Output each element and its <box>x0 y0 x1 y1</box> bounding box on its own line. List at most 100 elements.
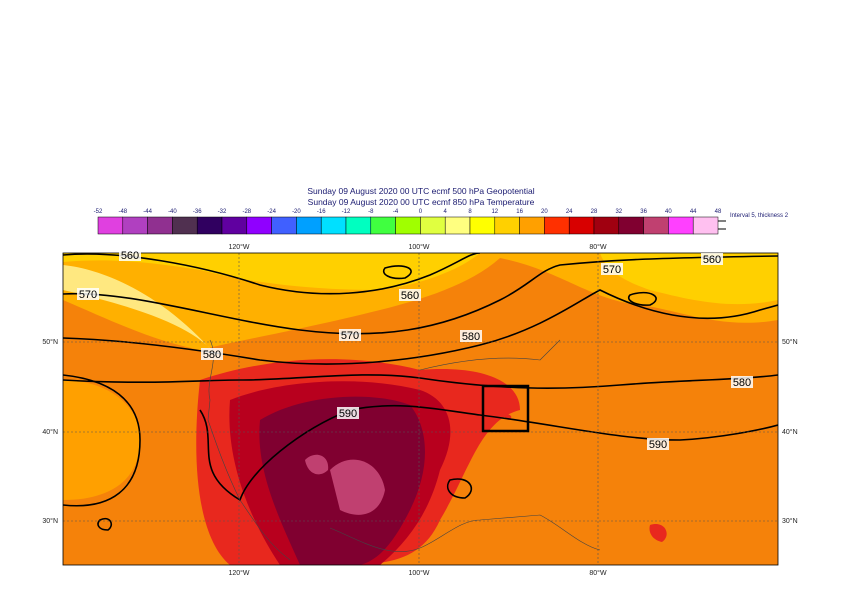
highlight-box <box>481 384 530 433</box>
colorbar-tick-label: -16 <box>317 209 326 215</box>
colorbar-swatch <box>271 216 297 235</box>
contour-label: 560 <box>401 290 419 302</box>
colorbar: -52 -48 -44 -40 -36 -32 -28 -24 -20 -16 -12 -8 -4 0 4 8… <box>94 209 722 235</box>
field <box>63 380 140 500</box>
contours <box>63 253 778 531</box>
colorbar-tick-label: 44 <box>690 209 697 215</box>
colorbar-arrow <box>718 220 726 230</box>
contour-label-bg <box>201 348 223 360</box>
colorbar-tick-label: 0 <box>419 209 423 215</box>
field <box>502 414 667 542</box>
colorbar-tick-label: -44 <box>143 209 152 215</box>
colorbar-swatch <box>494 216 520 235</box>
lat-label: 30°N <box>782 517 798 525</box>
colorbar-swatch <box>370 216 396 235</box>
colorbar-tick-label: 8 <box>468 209 472 215</box>
colorbar-tick-label: 20 <box>541 209 548 215</box>
colorbar-swatch <box>618 216 644 235</box>
colorbar-swatch <box>246 216 272 235</box>
contour-label-bg <box>701 253 723 265</box>
contour-label-bg <box>601 263 623 275</box>
colorbar-tick-label: -8 <box>368 209 374 215</box>
colorbar-swatch <box>593 216 620 235</box>
colorbar-tick-label: -36 <box>193 209 202 215</box>
colorbar-tick-label: -48 <box>118 209 127 215</box>
contour-label-bg <box>399 289 421 301</box>
contour-label: 590 <box>339 408 357 420</box>
colorbar-tick-label: -40 <box>168 209 177 215</box>
coastline <box>207 339 601 561</box>
colorbar-swatch <box>519 216 545 235</box>
contour-label: 570 <box>79 289 97 301</box>
contour-label: 560 <box>703 254 721 266</box>
lat-label: 40°N <box>42 428 58 436</box>
contour-label: 590 <box>649 439 667 451</box>
field <box>305 454 385 515</box>
colorbar-swatch <box>692 216 719 235</box>
contour-label-bg <box>339 329 361 341</box>
contour-label: 570 <box>341 330 359 342</box>
colorbar-tick-label: 32 <box>615 209 622 215</box>
colorbar-swatch <box>395 216 421 235</box>
colorbar-tick-label: 28 <box>591 209 598 215</box>
colorbar-tick-label: 40 <box>665 209 672 215</box>
colorbar-tick-label: 16 <box>516 209 523 215</box>
title-line: Sunday 09 August 2020 00 UTC ecmf 500 hP… <box>307 186 534 196</box>
map <box>63 253 778 565</box>
contour-label-bg <box>337 407 359 419</box>
colorbar-swatch <box>97 216 124 235</box>
lat-label: 40°N <box>782 428 798 436</box>
colorbar-swatch <box>320 216 347 235</box>
contour-label-bg <box>77 288 99 300</box>
colorbar-tick-label: 12 <box>491 209 498 215</box>
contour-label-bg <box>647 438 669 450</box>
colorbar-swatch <box>147 216 173 235</box>
colorbar-swatch <box>544 216 570 235</box>
contour-label-bg <box>731 376 753 388</box>
colorbar-swatch <box>122 216 148 235</box>
colorbar-swatch <box>296 216 322 235</box>
field <box>63 265 220 360</box>
field <box>600 253 778 305</box>
contour-label: 580 <box>733 377 751 389</box>
labels: 120°W 120°W 100°W 100°W 80°W 80°W 50°N 50°N 40°N… <box>42 243 797 577</box>
colorbar-swatch <box>172 216 198 235</box>
contour-label-bg <box>460 330 482 342</box>
colorbar-tick-label: -20 <box>292 209 301 215</box>
colorbar-swatch <box>643 216 669 235</box>
lon-label: 80°W <box>589 569 607 577</box>
colorbar-swatch <box>196 216 223 235</box>
colorbar-tick-label: -12 <box>342 209 351 215</box>
contour-note: Interval 5, thickness 2 <box>730 213 789 219</box>
colorbar-tick-label: 36 <box>640 209 647 215</box>
contour-label: 580 <box>203 349 221 361</box>
lat-label: 50°N <box>782 338 798 346</box>
colorbar-tick-label: -32 <box>218 209 227 215</box>
colorbar-tick-label: -28 <box>242 209 251 215</box>
lat-label: 30°N <box>42 517 58 525</box>
colorbar-tick-label: -52 <box>94 209 103 215</box>
lat-label: 50°N <box>42 338 58 346</box>
contour-label: 560 <box>121 250 139 262</box>
lon-label: 80°W <box>589 243 607 251</box>
map-frame <box>62 252 779 566</box>
colorbar-tick-label: 24 <box>566 209 573 215</box>
lon-label: 120°W <box>228 569 249 577</box>
colorbar-swatch <box>469 216 496 235</box>
contour-label: 570 <box>603 264 621 276</box>
colorbar-tick-label: -4 <box>393 209 399 215</box>
title-line: Sunday 09 August 2020 00 UTC ecmf 850 hP… <box>308 197 535 207</box>
colorbar-tick-label: 4 <box>444 209 448 215</box>
colorbar-swatch <box>668 216 694 235</box>
colorbar-swatch <box>444 216 471 235</box>
colorbar-tick-label: -24 <box>267 209 276 215</box>
colorbar-swatch <box>568 216 595 235</box>
contour-label: 580 <box>462 331 480 343</box>
lon-label: 120°W <box>228 243 249 251</box>
colorbar-tick-label: 48 <box>715 209 722 215</box>
colorbar-swatch <box>420 216 446 235</box>
colorbar-swatch <box>221 216 248 235</box>
colorbar-swatch <box>345 216 372 235</box>
lon-label: 100°W <box>408 243 429 251</box>
